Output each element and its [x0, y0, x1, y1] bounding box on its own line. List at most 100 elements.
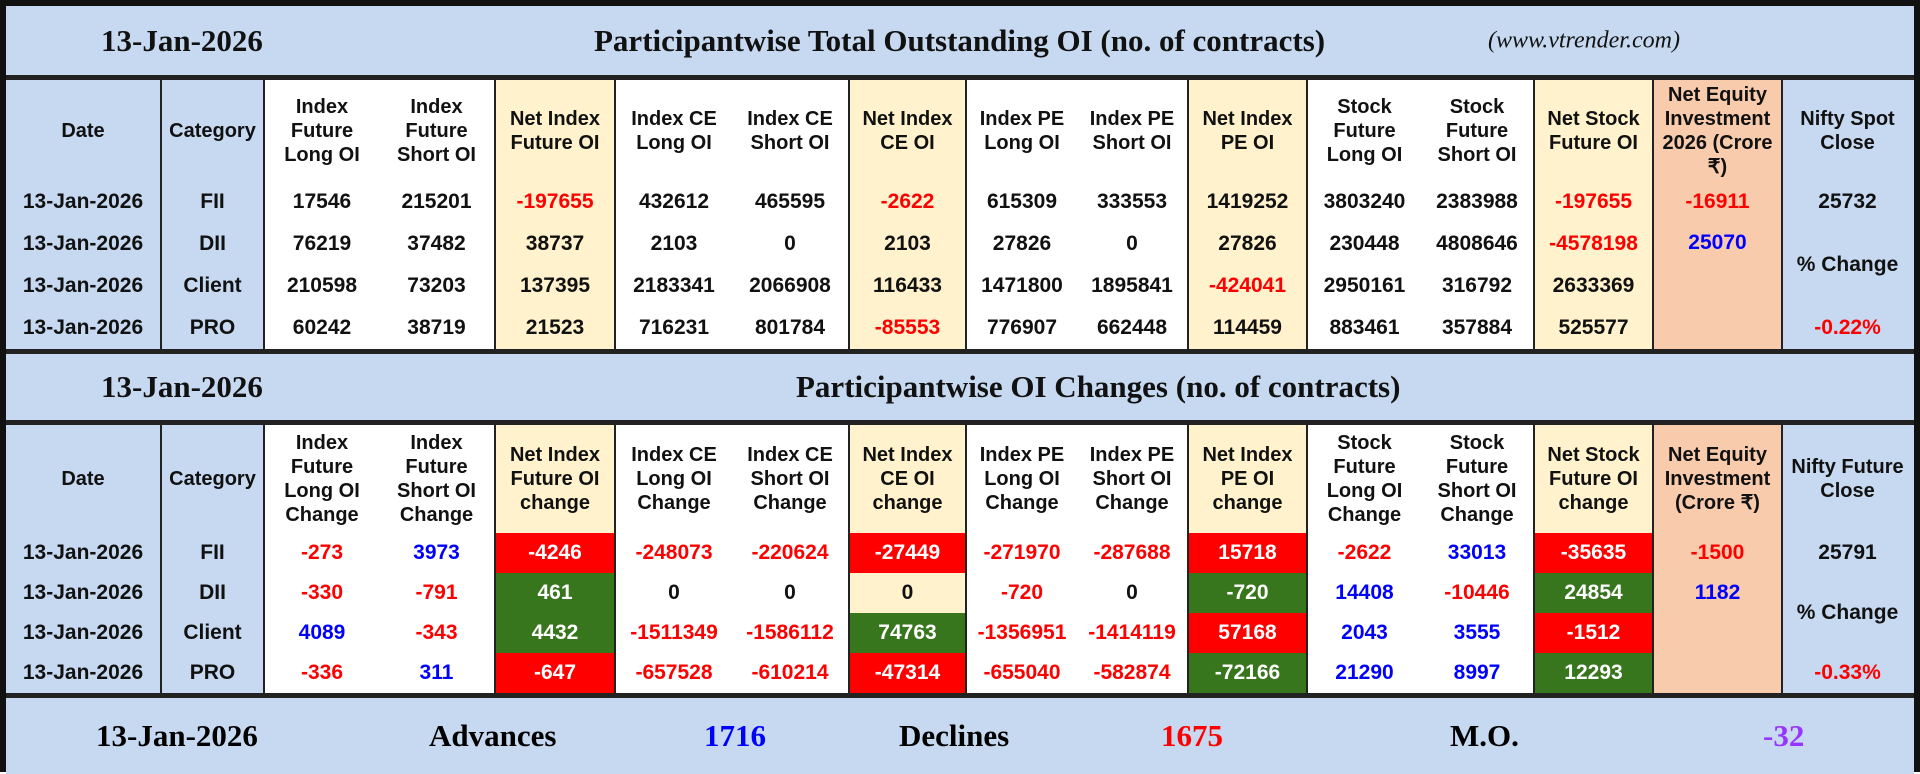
table-row: 13-Jan-2026 DII 76219 37482 38737 2103 0 2103 27…: [6, 223, 1912, 307]
pct-change-value: -0.33%: [1781, 653, 1912, 693]
value-cell: 137395: [494, 265, 615, 307]
nifty-close: 25732: [1781, 181, 1912, 223]
column-header: Nifty Future Close: [1781, 425, 1912, 533]
value-cell: 27826: [1187, 223, 1307, 265]
nifty-close: 25791: [1781, 533, 1912, 573]
value-cell: 2183341: [614, 265, 732, 307]
value-cell: 615309: [965, 181, 1077, 223]
column-header: Net Index CE OI: [848, 80, 966, 181]
net-equity-empty: [1652, 613, 1782, 693]
value-cell: -647: [494, 653, 615, 693]
total-oi-table: Date Category Index Future Long OI Index Fu…: [6, 80, 1912, 349]
column-header: Net Index PE OI: [1187, 80, 1307, 181]
value-cell: -287688: [1077, 533, 1188, 573]
category-cell: DII: [160, 223, 264, 265]
column-header: Net Stock Future OI: [1533, 80, 1653, 181]
value-cell: 883461: [1306, 307, 1421, 349]
value-cell: 461: [494, 573, 615, 613]
value-cell: -47314: [848, 653, 966, 693]
site-credit: (www.vtrender.com): [1488, 27, 1680, 53]
value-cell: 2633369: [1533, 265, 1653, 307]
value-cell: -610214: [732, 653, 849, 693]
category-cell: Client: [160, 265, 264, 307]
column-header: Net Index PE OI change: [1187, 425, 1307, 533]
date-cell: 13-Jan-2026: [6, 265, 161, 307]
value-cell: 21290: [1306, 653, 1421, 693]
column-header: Net Stock Future OI change: [1533, 425, 1653, 533]
column-header: Net Index Future OI change: [494, 425, 615, 533]
value-cell: -791: [379, 573, 495, 613]
category-cell: FII: [160, 181, 264, 223]
mo-label: M.O.: [1450, 718, 1519, 753]
category-cell: PRO: [160, 653, 264, 693]
value-cell: -2622: [848, 181, 966, 223]
value-cell: 76219: [263, 223, 379, 265]
value-cell: 3803240: [1306, 181, 1421, 223]
value-cell: 21523: [494, 307, 615, 349]
value-cell: -10446: [1421, 573, 1534, 613]
value-cell: 14408: [1306, 573, 1421, 613]
value-cell: -27449: [848, 533, 966, 573]
date-cell: 13-Jan-2026: [6, 307, 161, 349]
section1-title: Participantwise Total Outstanding OI (no…: [594, 22, 1326, 58]
table-row: 13-Jan-2026 PRO 60242 38719 21523 716231 80178…: [6, 307, 1912, 349]
value-cell: 432612: [614, 181, 732, 223]
value-cell: 716231: [614, 307, 732, 349]
value-cell: -343: [379, 613, 495, 653]
value-cell: 2950161: [1306, 265, 1421, 307]
value-cell: 37482: [379, 223, 495, 265]
value-cell: 12293: [1533, 653, 1653, 693]
date-cell: 13-Jan-2026: [6, 613, 161, 653]
value-cell: -72166: [1187, 653, 1307, 693]
column-header: Stock Future Short OI Change: [1421, 425, 1534, 533]
value-cell: 0: [1077, 573, 1188, 613]
value-cell: -271970: [965, 533, 1077, 573]
value-cell: 1419252: [1187, 181, 1307, 223]
advances-value: 1716: [704, 718, 766, 753]
value-cell: -197655: [494, 181, 615, 223]
market-breadth-footer: 13-Jan-2026 Advances 1716 Declines 1675 …: [6, 693, 1914, 774]
category-cell: FII: [160, 533, 264, 573]
value-cell: -657528: [614, 653, 732, 693]
value-cell: 465595: [732, 181, 849, 223]
net-equity-cell: -16911: [1652, 181, 1782, 223]
advances-label: Advances: [429, 718, 557, 753]
table-row: 13-Jan-2026 PRO -336 311 -647 -657528 -610214-…: [6, 653, 1912, 693]
value-cell: 801784: [732, 307, 849, 349]
value-cell: 311: [379, 653, 495, 693]
oi-changes-table: Date Category Index Future Long OI Change I…: [6, 425, 1912, 693]
value-cell: 3555: [1421, 613, 1534, 653]
column-header: Category: [160, 425, 264, 533]
column-header: Stock Future Long OI: [1306, 80, 1421, 181]
column-header: Net Equity Investment (Crore ₹): [1652, 425, 1782, 533]
header-row: Date Category Index Future Long OI Change I…: [6, 425, 1912, 533]
column-header: Stock Future Long OI Change: [1306, 425, 1421, 533]
table-row: 13-Jan-2026 FII 17546 215201 -197655 432612 46…: [6, 181, 1912, 223]
column-header: Index CE Long OI Change: [614, 425, 732, 533]
value-cell: -1586112: [732, 613, 849, 653]
value-cell: 27826: [965, 223, 1077, 265]
value-cell: 1895841: [1077, 265, 1188, 307]
value-cell: 215201: [379, 181, 495, 223]
column-header: Net Equity Investment 2026 (Crore ₹): [1652, 80, 1782, 181]
column-header: Category: [160, 80, 264, 181]
value-cell: -35635: [1533, 533, 1653, 573]
value-cell: -1511349: [614, 613, 732, 653]
column-header: Index PE Long OI: [965, 80, 1077, 181]
column-header: Index PE Short OI: [1077, 80, 1188, 181]
column-header: Index CE Long OI: [614, 80, 732, 181]
category-cell: DII: [160, 573, 264, 613]
value-cell: 2383988: [1421, 181, 1534, 223]
pct-change-label: % Change: [1781, 573, 1912, 653]
column-header: Net Index CE OI change: [848, 425, 966, 533]
value-cell: 3973: [379, 533, 495, 573]
date-cell: 13-Jan-2026: [6, 223, 161, 265]
value-cell: -720: [965, 573, 1077, 613]
value-cell: -4578198: [1533, 223, 1653, 265]
value-cell: 4432: [494, 613, 615, 653]
value-cell: -220624: [732, 533, 849, 573]
value-cell: 210598: [263, 265, 379, 307]
footer-date: 13-Jan-2026: [96, 718, 258, 753]
column-header: Index Future Long OI: [263, 80, 379, 181]
